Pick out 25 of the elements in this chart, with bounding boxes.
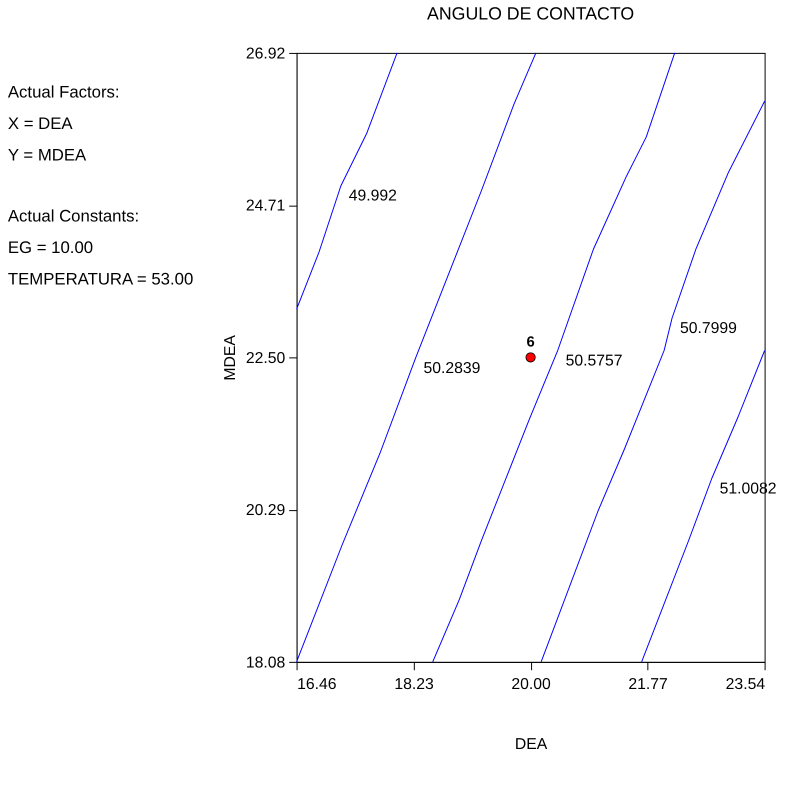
x-tick-label: 18.23	[394, 676, 434, 693]
series-label: 49.992	[348, 188, 397, 205]
text: EG = 10.00	[8, 238, 94, 257]
y-tick-label: 20.29	[246, 502, 286, 520]
line-series	[296, 52, 398, 310]
x-tick-label: 20.00	[511, 676, 552, 693]
text: X = DEA	[8, 114, 74, 133]
y-tick-label: 26.92	[246, 45, 286, 62]
text: TEMPERATURA = 53.00	[8, 269, 194, 288]
y-tick-label: 24.71	[246, 198, 286, 215]
text: Actual Factors:	[8, 82, 120, 102]
x-tick-label: 21.77	[628, 676, 668, 693]
chart-title: ANGULO DE CONTACTO	[427, 3, 634, 24]
y-tick-label: 22.50	[246, 350, 286, 367]
x-tick-label: 16.46	[297, 676, 337, 693]
y-tick-label: 18.08	[246, 654, 286, 672]
series-label: 50.7999	[680, 320, 738, 337]
text: Y = MDEA	[8, 145, 88, 164]
y-axis-title: MDEA	[222, 334, 239, 381]
series-label: 6	[526, 334, 535, 351]
x-axis-title: DEA	[514, 736, 548, 754]
series-label: 50.5757	[566, 352, 623, 370]
text: Actual Constants:	[8, 206, 140, 226]
series-label: 50.2839	[423, 360, 481, 377]
x-tick-label: 23.54	[726, 676, 766, 693]
